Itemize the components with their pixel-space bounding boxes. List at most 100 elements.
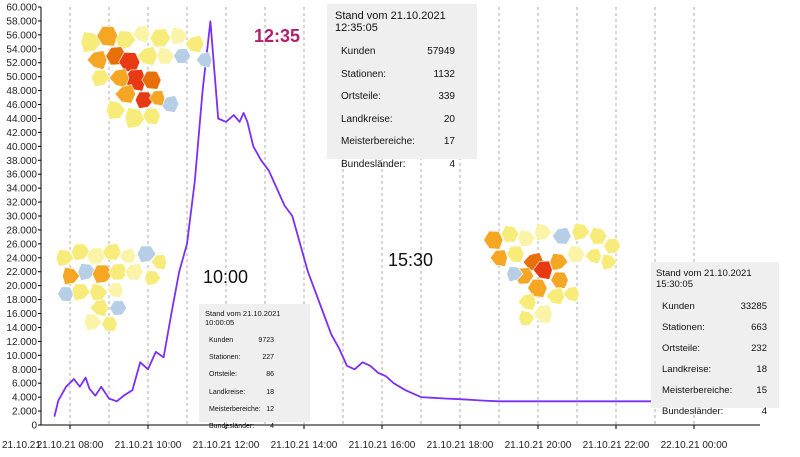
- map-region: [149, 28, 172, 48]
- info-row: Stationen: 663: [662, 317, 767, 338]
- map-region: [584, 248, 602, 265]
- y-tick-label: 34.000: [6, 184, 37, 195]
- map-region: [141, 70, 162, 90]
- info-row: Kunden 57949: [341, 41, 455, 64]
- info-row: Landkreise: 20: [341, 109, 455, 132]
- map-region: [108, 68, 130, 88]
- map-region: [571, 223, 591, 241]
- map-region: [500, 225, 520, 243]
- map-region: [55, 249, 75, 267]
- map-region: [84, 313, 103, 331]
- map-region: [527, 278, 548, 298]
- map-region: [114, 84, 137, 104]
- map-region: [506, 245, 525, 263]
- info-row-value: 339: [438, 91, 455, 102]
- info-row-value: 12: [266, 405, 274, 413]
- info-box-1530: Stand vom 21.10.2021 15:30:05 Kunden 3328…: [651, 262, 779, 417]
- map-region: [136, 245, 157, 263]
- info-row-value: 1132: [433, 68, 455, 80]
- map-region: [588, 227, 608, 245]
- info-row-label: Meisterbereiche:: [662, 385, 733, 396]
- y-tick-label: 2.000: [12, 407, 37, 418]
- map-region: [80, 31, 103, 53]
- info-row-value: 4: [761, 406, 767, 417]
- map-region: [89, 283, 108, 301]
- info-row-value: 227: [262, 354, 274, 362]
- map-region: [105, 100, 126, 120]
- info-row-value: 57949: [427, 46, 455, 57]
- map-region: [483, 230, 504, 250]
- info-row: Kunden 33285: [662, 296, 767, 317]
- map-region: [142, 107, 161, 125]
- y-tick-label: 24.000: [6, 253, 37, 264]
- info-row-label: Kunden: [662, 301, 695, 312]
- map-region: [101, 316, 118, 332]
- customers-affected-line: [53, 20, 710, 417]
- map-region: [70, 283, 91, 301]
- peak-time-label: 12:35: [254, 26, 301, 46]
- map-region: [517, 293, 537, 311]
- info-row: Landkreise: 18: [209, 384, 274, 401]
- info-row-label: Ortsteile:: [341, 91, 382, 102]
- x-tick-label: 21.10.21 08:00: [37, 440, 104, 451]
- y-tick-label: 58.000: [6, 16, 37, 27]
- x-tick-label: 21.10.21 16:00: [349, 440, 416, 451]
- map-region: [134, 91, 155, 109]
- info-row-value: 33285: [740, 301, 767, 312]
- map-region: [603, 238, 622, 254]
- y-tick-label: 16.000: [6, 309, 37, 320]
- info-row: Stationen: 227: [209, 349, 274, 366]
- info-box-1235: Stand vom 21.10.2021 12:35:05 Kunden 5794…: [327, 4, 477, 170]
- info-row-label: Meisterbereiche:: [341, 136, 415, 147]
- map-region: [101, 243, 122, 261]
- y-tick-label: 54.000: [6, 44, 37, 55]
- info-row: Bundesländer: 4: [662, 401, 767, 422]
- info-row-label: Bundesländer:: [341, 158, 406, 170]
- y-tick-label: 18.000: [6, 295, 37, 306]
- y-tick-label: 4.000: [12, 393, 37, 404]
- map-region: [109, 300, 128, 316]
- info-row-label: Stationen:: [341, 68, 387, 80]
- map-region: [124, 107, 147, 129]
- map-region: [566, 245, 586, 263]
- y-tick-label: 48.000: [6, 86, 37, 97]
- info-row: Kunden 9723: [209, 332, 274, 349]
- map-region: [532, 260, 553, 280]
- map-region: [77, 263, 97, 281]
- y-tick-label: 50.000: [6, 72, 37, 83]
- time-label-1530: 15:30: [388, 250, 434, 270]
- y-tick-label: 26.000: [6, 239, 37, 250]
- map-region: [156, 47, 175, 65]
- map-region: [545, 287, 566, 305]
- info-row-label: Meisterbereiche:: [209, 405, 261, 413]
- x-tick-label: 21.10.21 20:00: [505, 440, 572, 451]
- y-tick-label: 20.000: [6, 281, 37, 292]
- y-tick-label: 22.000: [6, 267, 37, 278]
- info-row-label: Ortsteile:: [209, 371, 238, 379]
- info-row-value: 17: [443, 136, 455, 147]
- map-region: [123, 263, 144, 281]
- map-region: [86, 247, 107, 265]
- info-row: Bundesländer: 4: [341, 154, 455, 177]
- map-region: [106, 282, 124, 299]
- x-tick-label: 21.10.21 12:00: [193, 440, 260, 451]
- info-row: Stationen: 1132: [341, 64, 455, 87]
- map-region: [517, 229, 536, 247]
- info-row: Meisterbereiche: 15: [662, 380, 767, 401]
- x-tick-label: 21.10.21 10:00: [115, 440, 182, 451]
- map-region: [173, 48, 192, 64]
- map-region: [91, 264, 114, 284]
- map-region: [86, 50, 108, 70]
- y-tick-label: 28.000: [6, 225, 37, 236]
- y-tick-label: 56.000: [6, 30, 37, 41]
- info-row: Meisterbereiche: 12: [209, 401, 274, 418]
- info-rows: Kunden 33285 Stationen: 663 Ortsteile: 232 Lan…: [656, 296, 773, 422]
- info-row-value: 663: [751, 322, 767, 333]
- map-region: [534, 223, 553, 241]
- y-tick-label: 60.000: [6, 3, 37, 14]
- info-row: Meisterbereiche: 17: [341, 131, 455, 154]
- map-region: [108, 263, 129, 281]
- info-row-value: 18: [266, 388, 274, 396]
- x-tick-label: 21.10.21 14:00: [271, 440, 338, 451]
- info-row-label: Kunden: [341, 46, 376, 57]
